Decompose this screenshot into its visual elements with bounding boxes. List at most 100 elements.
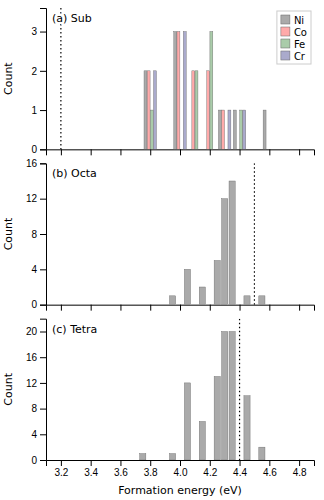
x-tick — [299, 149, 300, 155]
y-tick-mark — [40, 149, 46, 150]
x-tick-mark — [61, 149, 62, 155]
bar — [155, 460, 161, 461]
bar — [207, 71, 210, 150]
x-axis — [47, 305, 315, 311]
x-tick — [61, 149, 62, 155]
legend-label: Co — [294, 27, 307, 38]
bar — [218, 110, 221, 149]
bar — [244, 396, 250, 460]
y-tick: 0 — [31, 455, 46, 466]
bar — [259, 296, 265, 305]
y-tick-mark — [40, 110, 46, 111]
x-axis-line — [47, 305, 315, 311]
y-axis-title: Count — [2, 217, 15, 250]
bar — [169, 296, 175, 305]
x-tick-mark — [120, 305, 121, 311]
x-tick-mark — [180, 149, 181, 155]
y-tick: 3 — [31, 26, 46, 37]
x-tick — [120, 149, 121, 155]
y-tick-label: 12 — [26, 378, 38, 389]
x-tick — [210, 305, 211, 311]
bar — [210, 32, 213, 150]
plot-area — [140, 319, 265, 460]
y-tick: 16 — [26, 352, 46, 363]
y-tick-label: 8 — [31, 229, 37, 240]
bar — [169, 454, 175, 460]
bar — [184, 383, 190, 460]
y-axis-line — [40, 319, 47, 460]
bar — [177, 32, 180, 150]
bar — [222, 199, 228, 305]
y-tick-label: 8 — [31, 403, 37, 414]
bar — [125, 460, 131, 461]
legend-swatch — [281, 27, 290, 36]
y-tick-mark — [40, 234, 46, 235]
x-tick: 4.4 — [233, 460, 247, 478]
bar — [259, 447, 265, 460]
x-tick-mark — [240, 149, 241, 155]
x-tick-mark — [150, 460, 151, 466]
x-tick-mark — [91, 149, 92, 155]
y-tick-label: 3 — [31, 26, 37, 37]
y-tick-label: 16 — [26, 158, 38, 169]
bar — [222, 110, 225, 149]
y-tick-mark — [40, 383, 46, 384]
y-tick-mark — [40, 199, 46, 200]
x-tick-label: 4.8 — [293, 467, 307, 478]
panel: 3.23.43.63.84.04.24.44.64.8048121620(c) … — [2, 319, 315, 497]
x-tick-mark — [210, 149, 211, 155]
panel-title: (b) Octa — [52, 167, 97, 180]
y-tick-label: 4 — [31, 264, 37, 275]
x-tick — [91, 305, 92, 311]
y-tick-mark — [40, 409, 46, 410]
x-tick: 4.8 — [293, 460, 307, 478]
x-tick-mark — [299, 460, 300, 466]
y-tick-label: 20 — [26, 326, 38, 337]
bar — [204, 149, 207, 150]
x-tick: 4.2 — [203, 460, 217, 478]
x-tick-mark — [299, 305, 300, 311]
y-tick-mark — [40, 269, 46, 270]
y-tick-mark — [40, 357, 46, 358]
x-tick: 3.4 — [84, 460, 98, 478]
y-tick: 0 — [31, 144, 46, 155]
x-tick: 3.2 — [54, 460, 68, 478]
x-tick — [180, 149, 181, 155]
x-tick — [150, 149, 151, 155]
y-tick-mark — [40, 71, 46, 72]
panel-title: (c) Tetra — [52, 323, 97, 336]
x-tick — [210, 149, 211, 155]
y-tick: 4 — [31, 264, 46, 275]
x-tick — [61, 305, 62, 311]
y-tick-mark — [40, 434, 46, 435]
y-tick-mark — [40, 32, 46, 33]
x-tick — [180, 305, 181, 311]
bar — [199, 287, 205, 305]
x-tick-mark — [210, 460, 211, 466]
legend-label: Ni — [294, 15, 304, 26]
x-tick-mark — [150, 149, 151, 155]
x-axis-title: Formation energy (eV) — [118, 484, 242, 497]
x-tick-label: 3.4 — [84, 467, 98, 478]
y-tick: 8 — [31, 403, 46, 414]
y-tick-label: 0 — [31, 299, 37, 310]
reference-line — [239, 319, 240, 460]
y-tick-mark — [40, 460, 46, 461]
y-axis: 048121620 — [26, 319, 47, 466]
x-tick-label: 3.2 — [54, 467, 68, 478]
panel: 0123(a) SubCountNiCoFeCr — [2, 8, 315, 155]
x-axis-line — [47, 150, 315, 156]
bar — [244, 296, 250, 305]
y-tick: 16 — [26, 158, 46, 169]
y-tick-label: 0 — [31, 455, 37, 466]
y-tick: 0 — [31, 299, 46, 310]
y-axis-line — [40, 9, 47, 150]
bar — [150, 110, 153, 149]
y-tick: 8 — [31, 229, 46, 240]
x-tick-label: 3.8 — [144, 467, 158, 478]
bar — [229, 181, 235, 305]
chart: 0123(a) SubCountNiCoFeCr0481216(b) OctaC… — [0, 0, 324, 500]
panel-title: (a) Sub — [52, 12, 92, 25]
bar — [140, 454, 146, 460]
bar — [243, 110, 246, 149]
